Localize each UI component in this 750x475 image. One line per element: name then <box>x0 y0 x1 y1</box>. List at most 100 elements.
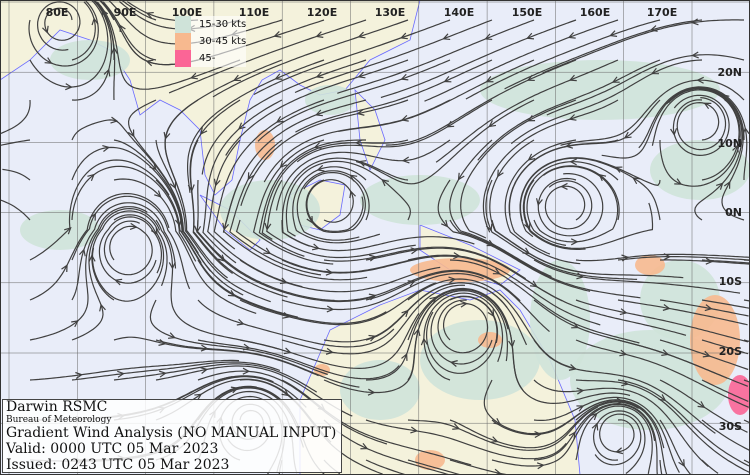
flow-arrow-icon <box>413 328 421 337</box>
streamline <box>522 161 619 250</box>
flow-arrow-icon <box>71 320 79 328</box>
flow-arrow-icon <box>103 68 111 77</box>
flow-arrow-icon <box>527 153 536 161</box>
streamline <box>575 339 749 408</box>
streamline <box>449 401 639 449</box>
streamline <box>337 19 535 94</box>
longitude-label: 120E <box>307 6 337 19</box>
streamline <box>71 207 161 341</box>
streamline <box>338 59 535 132</box>
streamline <box>197 339 400 380</box>
streamline <box>380 19 577 99</box>
flow-arrow-icon <box>167 332 176 339</box>
streamline <box>485 179 638 280</box>
streamline <box>575 379 750 473</box>
flow-arrow-icon <box>236 318 245 326</box>
streamline <box>385 59 577 146</box>
flow-arrow-icon <box>420 337 428 346</box>
longitude-label: 140E <box>444 6 474 19</box>
flow-arrow-icon <box>110 46 118 55</box>
flow-arrow-icon <box>263 247 272 255</box>
flow-arrow-icon <box>354 139 363 147</box>
streamline <box>257 59 451 142</box>
streamline <box>533 396 680 473</box>
flow-arrow-icon <box>360 442 369 450</box>
flow-arrow-icon <box>213 178 221 187</box>
flow-arrow-icon <box>102 145 111 152</box>
streamline <box>36 1 81 51</box>
streamline <box>239 312 420 370</box>
streamline <box>407 290 508 381</box>
flow-arrow-icon <box>490 436 499 443</box>
streamline <box>651 89 740 181</box>
streamline <box>672 94 730 157</box>
flow-arrow-icon <box>535 198 543 207</box>
flow-arrow-icon <box>400 73 409 81</box>
legend-item-45: 45- <box>175 50 246 67</box>
streamline <box>407 254 601 326</box>
flow-arrow-icon <box>716 182 724 190</box>
streamline <box>365 270 550 333</box>
flow-arrow-icon <box>674 178 683 185</box>
longitude-label: 160E <box>580 6 610 19</box>
flow-arrow-icon <box>661 349 670 356</box>
streamline <box>213 99 325 250</box>
flow-arrow-icon <box>99 303 106 312</box>
streamline <box>0 199 31 221</box>
streamline <box>491 399 665 449</box>
streamline <box>196 219 374 303</box>
flow-arrow-icon <box>110 116 119 124</box>
streamline <box>196 179 335 301</box>
streamline <box>659 88 741 187</box>
streamline <box>533 379 709 467</box>
legend: 15-30 kts 30-45 kts 45- <box>175 16 247 67</box>
streamline <box>365 288 509 381</box>
streamline <box>281 255 488 274</box>
streamline <box>253 19 451 96</box>
flow-arrow-icon <box>315 71 324 79</box>
flow-arrow-icon <box>410 426 419 434</box>
streamline <box>164 59 283 201</box>
streamline <box>542 19 744 74</box>
streamline <box>575 405 653 474</box>
streamline <box>701 459 719 474</box>
streamline <box>659 339 749 371</box>
flow-arrow-icon <box>158 370 167 378</box>
streamline <box>617 379 750 467</box>
streamline <box>296 99 493 163</box>
streamline <box>201 59 367 175</box>
latitude-labels: 20N 10N 0N 10S 20S 30S <box>717 66 742 433</box>
flow-arrow-icon <box>264 222 272 231</box>
streamline <box>533 165 619 243</box>
streamline <box>187 59 325 193</box>
streamline <box>258 139 366 257</box>
flow-arrow-icon <box>316 164 325 172</box>
streamline <box>102 1 157 61</box>
flow-arrow-icon <box>632 177 641 185</box>
flow-arrow-icon <box>279 160 288 169</box>
streamline <box>575 299 749 343</box>
wind-speed-area <box>635 255 665 275</box>
streamline <box>449 259 640 344</box>
flow-arrow-icon <box>576 387 585 395</box>
streamline <box>504 19 703 90</box>
wind-speed-area <box>530 260 590 380</box>
streamline <box>292 166 381 244</box>
streamline <box>0 99 31 134</box>
streamline <box>533 259 741 294</box>
flow-arrow-icon <box>283 347 292 355</box>
flow-arrow-icon <box>315 31 324 38</box>
flow-arrow-icon <box>523 222 531 231</box>
longitude-labels: 80E 90E 100E 110E 120E 130E 140E 150E 160E 170E <box>46 6 678 19</box>
flow-arrow-icon <box>576 405 585 412</box>
streamline <box>544 180 593 230</box>
flow-arrow-icon <box>200 367 209 374</box>
flow-arrow-icon <box>616 397 625 405</box>
legend-swatch <box>175 50 191 67</box>
office-name: Darwin RSMC <box>6 399 108 415</box>
streamline <box>29 359 240 381</box>
flow-arrow-icon <box>568 431 576 440</box>
flow-arrow-icon <box>704 304 713 312</box>
flow-arrow-icon <box>443 75 452 83</box>
